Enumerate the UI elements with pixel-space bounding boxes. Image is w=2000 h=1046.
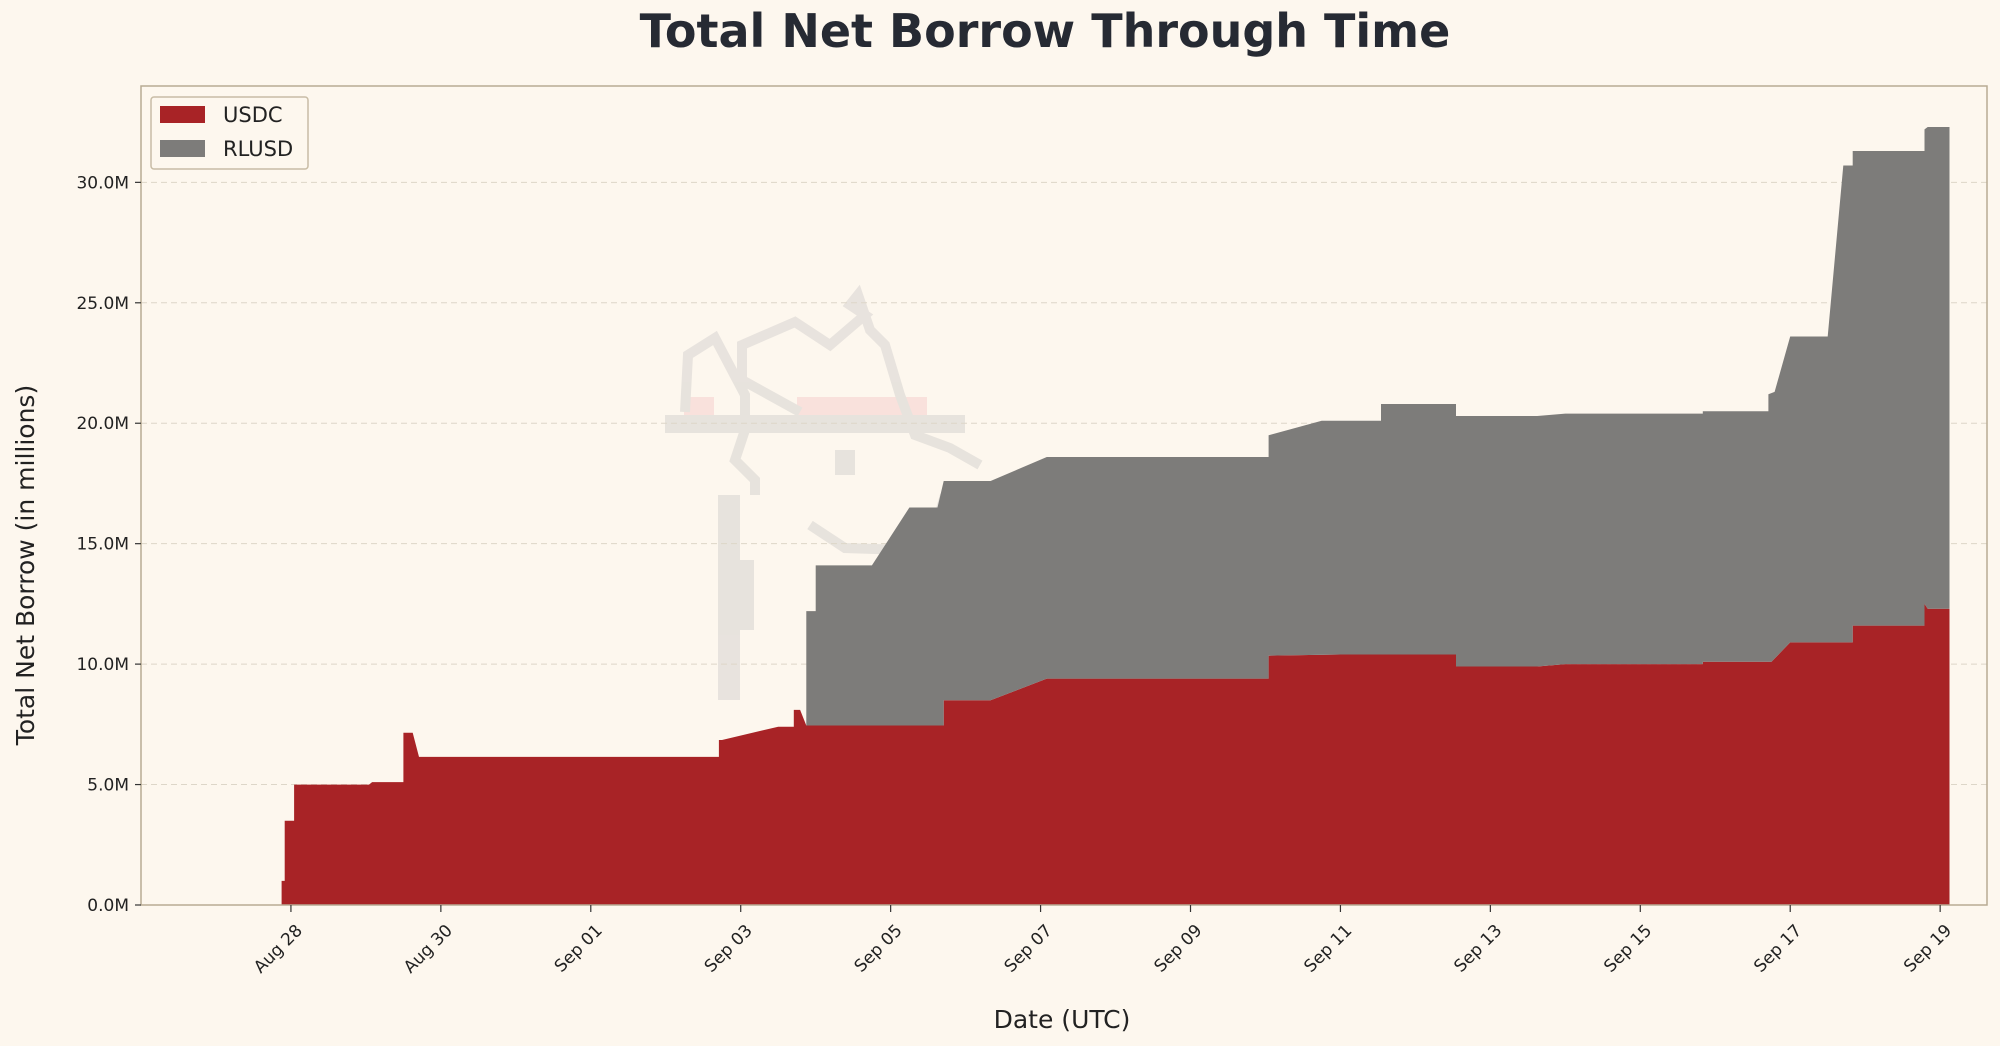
legend: USDC RLUSD [150,96,309,170]
y-axis-title: Total Net Borrow (in millions) [11,385,40,746]
area-series [281,127,1950,905]
x-tick-label: Sep 13 [1450,921,1506,977]
x-tick-label: Sep 09 [1151,921,1207,977]
y-tick-label: 20.0M [76,414,129,434]
y-axis: 0.0M 5.0M 10.0M 15.0M 20.0M 25.0M 30.0M [76,173,141,916]
x-tick-label: Sep 03 [701,921,757,977]
x-tick-label: Sep 05 [851,921,907,977]
y-tick-label: 30.0M [76,173,129,193]
legend-swatch-rlusd [160,140,205,157]
y-tick-label: 0.0M [87,896,129,916]
y-tick-label: 5.0M [87,776,129,796]
area-usdc [281,603,1950,905]
area-rlusd [806,127,1950,726]
x-tick-label: Aug 30 [400,921,457,978]
x-axis: Aug 28 Aug 30 Sep 01 Sep 03 Sep 05 Sep 07 Sep … [250,905,1956,978]
x-tick-label: Sep 11 [1300,921,1356,977]
y-tick-label: 15.0M [76,535,129,555]
x-tick-label: Sep 01 [551,921,607,977]
legend-label-rlusd: RLUSD [223,137,293,161]
x-tick-label: Sep 15 [1600,921,1656,977]
x-tick-label: Sep 17 [1750,921,1806,977]
y-tick-label: 25.0M [76,294,129,314]
x-axis-title: Date (UTC) [994,1005,1131,1034]
y-tick-label: 10.0M [76,655,129,675]
x-tick-label: Sep 07 [1001,921,1057,977]
legend-label-usdc: USDC [223,103,283,127]
chart-title: Total Net Borrow Through Time [640,4,1451,58]
plot-frame [140,85,1988,906]
x-tick-label: Sep 19 [1900,921,1956,977]
legend-swatch-usdc [160,106,205,123]
x-tick-label: Aug 28 [250,921,307,978]
